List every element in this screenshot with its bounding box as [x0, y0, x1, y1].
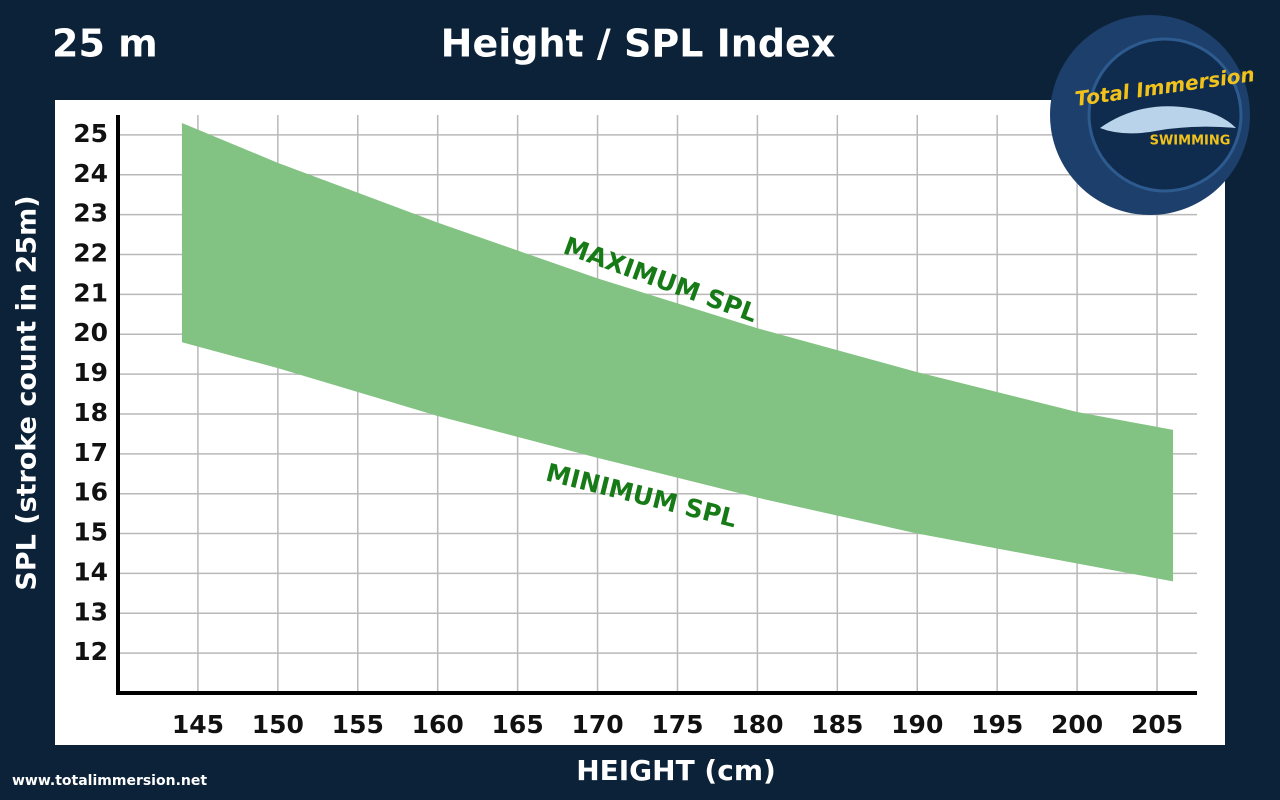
- x-tick-label: 160: [412, 710, 464, 739]
- x-tick-label: 190: [891, 710, 943, 739]
- x-tick-label: 195: [971, 710, 1023, 739]
- y-tick-label: 12: [73, 637, 108, 666]
- x-tick-label: 185: [811, 710, 863, 739]
- x-tick-label: 145: [172, 710, 224, 739]
- x-tick-label: 155: [332, 710, 384, 739]
- y-tick-label: 14: [73, 557, 108, 586]
- y-axis-label: SPL (stroke count in 25m): [12, 195, 43, 590]
- x-tick-label: 180: [731, 710, 783, 739]
- logo: Total Immersion SWIMMING: [1050, 15, 1256, 215]
- x-tick-label: 170: [571, 710, 623, 739]
- y-tick-label: 22: [73, 239, 108, 268]
- x-tick-label: 205: [1131, 710, 1183, 739]
- y-tick-label: 25: [73, 119, 108, 148]
- x-axis-label: HEIGHT (cm): [576, 754, 776, 787]
- logo-swimmer: [1100, 106, 1236, 134]
- chart-title: Height / SPL Index: [441, 22, 836, 66]
- y-tick-label: 21: [73, 278, 108, 307]
- logo-subtitle: SWIMMING: [1150, 134, 1231, 149]
- y-tick-label: 17: [73, 438, 108, 467]
- y-tick-label: 13: [73, 597, 108, 626]
- y-tick-label: 16: [73, 478, 108, 507]
- x-tick-label: 175: [651, 710, 703, 739]
- y-tick-label: 15: [73, 518, 108, 547]
- spl-band: [181, 122, 1174, 582]
- x-tick-label: 165: [492, 710, 544, 739]
- corner-label: 25 m: [52, 22, 158, 66]
- plot-area: 12 13 14 15 16 17 18 19 20 21 22 23 24 25 145 150 155 160…: [73, 115, 1197, 739]
- y-tick-label: 24: [73, 159, 108, 188]
- x-tick-label: 200: [1051, 710, 1103, 739]
- y-tick-label: 23: [73, 199, 108, 228]
- y-tick-label: 18: [73, 398, 108, 427]
- x-tick-label: 150: [252, 710, 304, 739]
- y-tick-label: 19: [73, 358, 108, 387]
- footer: www.totalimmersion.net: [12, 773, 207, 789]
- y-tick-label: 20: [73, 318, 108, 347]
